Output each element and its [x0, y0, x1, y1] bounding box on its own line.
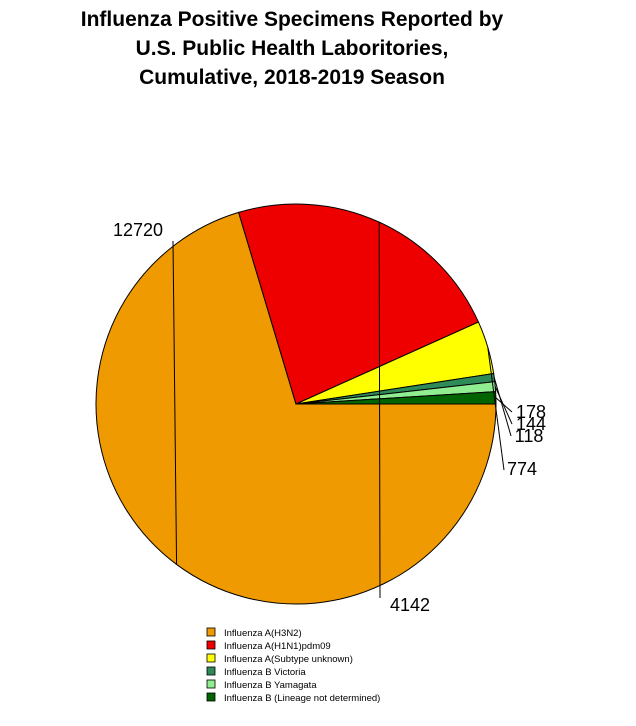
legend-entry: Influenza B (Lineage not determined) [224, 693, 380, 704]
chart-title-line: Influenza Positive Specimens Reported by [81, 8, 504, 31]
legend-entry: Influenza A(H3N2) [224, 628, 302, 639]
legend-swatch [206, 679, 216, 689]
pie-slice-influenza-a-h3n2 [95, 211, 497, 605]
legend-entry: Influenza B Victoria [224, 667, 306, 678]
slice-label-influenza-b-lineage-not-determined: 178 [516, 402, 546, 422]
slice-label-influenza-a-subtype-unknown: 774 [507, 459, 537, 479]
slice-label-tick [494, 386, 513, 425]
legend-swatch [206, 666, 216, 676]
slice-label-influenza-b-yamagata: 144 [516, 414, 546, 434]
chart-title: Influenza Positive Specimens Reported by… [81, 8, 504, 89]
slice-label-tick [487, 347, 505, 471]
chart-title-line: U.S. Public Health Laboritories, [136, 37, 449, 60]
chart-title-line: Cumulative, 2018-2019 Season [139, 66, 445, 89]
slice-label-tick [493, 377, 512, 437]
slice-label-tick [378, 222, 381, 599]
slice-label-influenza-a-h3n2: 12720 [113, 220, 163, 240]
slice-label-tick [495, 397, 513, 413]
legend-entry: Influenza A(H1N1)pdm09 [224, 641, 331, 652]
slice-label-influenza-b-victoria: 118 [515, 426, 544, 446]
legend-swatch [206, 653, 216, 663]
legend-entry: Influenza A(Subtype unknown) [224, 654, 353, 665]
legend-swatch [206, 640, 216, 650]
legend: Influenza A(H3N2) Influenza A(H1N1)pdm09 I… [206, 627, 380, 704]
slice-label-tick [172, 240, 178, 565]
slice-label-influenza-a-h1n1-pdm09: 4142 [390, 595, 430, 615]
legend-swatch [206, 627, 216, 637]
pie-slices [95, 203, 497, 605]
legend-entry: Influenza B Yamagata [224, 680, 317, 691]
legend-swatch [206, 692, 216, 702]
